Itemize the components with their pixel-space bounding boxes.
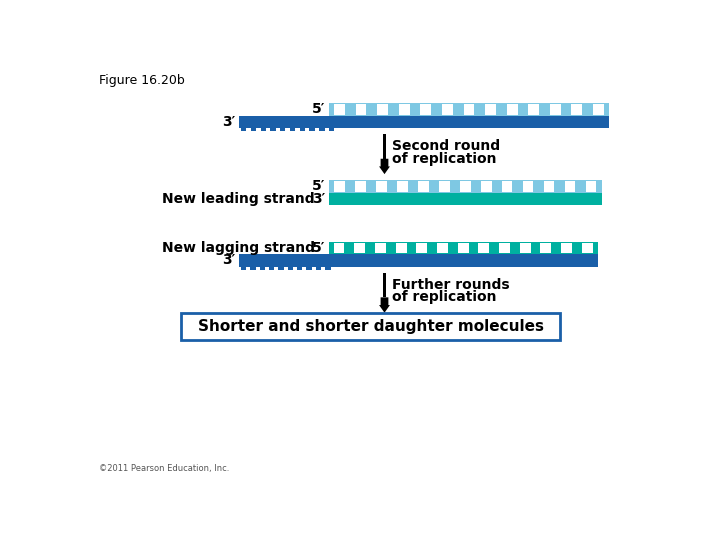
FancyArrow shape xyxy=(379,298,390,313)
Bar xyxy=(507,104,518,115)
Bar xyxy=(289,128,295,131)
FancyArrow shape xyxy=(379,159,390,174)
Bar xyxy=(523,181,534,192)
Text: 5′: 5′ xyxy=(312,241,325,255)
Bar xyxy=(251,128,256,131)
Bar xyxy=(377,104,388,115)
Bar xyxy=(499,242,510,253)
Bar xyxy=(300,128,305,131)
Bar xyxy=(329,242,598,254)
Text: Further rounds: Further rounds xyxy=(392,278,510,292)
Bar xyxy=(280,128,285,131)
Bar xyxy=(420,104,431,115)
Bar xyxy=(550,104,561,115)
Bar xyxy=(396,242,407,253)
Bar xyxy=(240,267,246,269)
Bar xyxy=(316,267,321,269)
Bar xyxy=(459,181,471,192)
Bar xyxy=(329,128,334,131)
Bar xyxy=(582,242,593,253)
Text: ©2011 Pearson Education, Inc.: ©2011 Pearson Education, Inc. xyxy=(99,464,230,473)
Bar xyxy=(241,128,246,131)
Text: 3′: 3′ xyxy=(222,253,235,267)
Bar xyxy=(355,181,366,192)
Bar xyxy=(593,104,604,115)
Bar xyxy=(397,181,408,192)
Bar xyxy=(528,104,539,115)
Bar xyxy=(544,181,554,192)
Bar xyxy=(561,242,572,253)
Bar xyxy=(442,104,453,115)
Bar xyxy=(329,103,609,116)
Bar xyxy=(478,242,490,253)
Bar xyxy=(416,242,427,253)
Bar xyxy=(307,267,312,269)
Bar xyxy=(485,104,496,115)
Text: 5′: 5′ xyxy=(312,179,325,193)
Bar xyxy=(376,181,387,192)
Bar xyxy=(356,104,366,115)
Bar xyxy=(437,242,448,253)
Bar xyxy=(288,267,293,269)
Bar xyxy=(399,104,410,115)
Text: of replication: of replication xyxy=(392,152,497,166)
Bar xyxy=(334,181,345,192)
Bar xyxy=(572,104,582,115)
Text: New lagging strand: New lagging strand xyxy=(162,241,315,255)
Bar xyxy=(259,267,265,269)
Text: 5′: 5′ xyxy=(312,103,325,117)
Bar xyxy=(383,134,386,159)
Bar xyxy=(181,313,559,340)
Bar xyxy=(418,181,428,192)
Text: Shorter and shorter daughter molecules: Shorter and shorter daughter molecules xyxy=(197,319,544,334)
Bar xyxy=(325,267,330,269)
Bar xyxy=(329,193,601,205)
Bar xyxy=(250,267,256,269)
Bar xyxy=(464,104,474,115)
Bar xyxy=(564,181,575,192)
Text: of replication: of replication xyxy=(392,291,497,305)
Text: 3′: 3′ xyxy=(222,115,235,129)
Bar xyxy=(279,267,284,269)
Bar xyxy=(333,242,344,253)
Text: Figure 16.20b: Figure 16.20b xyxy=(99,74,185,87)
Bar xyxy=(383,273,386,298)
Bar xyxy=(261,128,266,131)
Bar xyxy=(239,116,609,128)
Bar xyxy=(239,254,598,267)
Bar xyxy=(481,181,492,192)
Bar xyxy=(541,242,552,253)
Bar xyxy=(354,242,365,253)
Bar xyxy=(458,242,469,253)
Text: Second round: Second round xyxy=(392,139,500,153)
Bar xyxy=(329,180,601,193)
Bar xyxy=(334,104,345,115)
Text: New leading strand: New leading strand xyxy=(162,192,315,206)
Bar xyxy=(270,128,276,131)
Bar xyxy=(310,128,315,131)
Bar xyxy=(375,242,386,253)
Bar xyxy=(585,181,596,192)
Bar xyxy=(269,267,274,269)
Text: 3′: 3′ xyxy=(312,192,325,206)
Bar xyxy=(502,181,513,192)
Bar xyxy=(319,128,325,131)
Bar xyxy=(297,267,302,269)
Bar xyxy=(520,242,531,253)
Bar xyxy=(438,181,449,192)
